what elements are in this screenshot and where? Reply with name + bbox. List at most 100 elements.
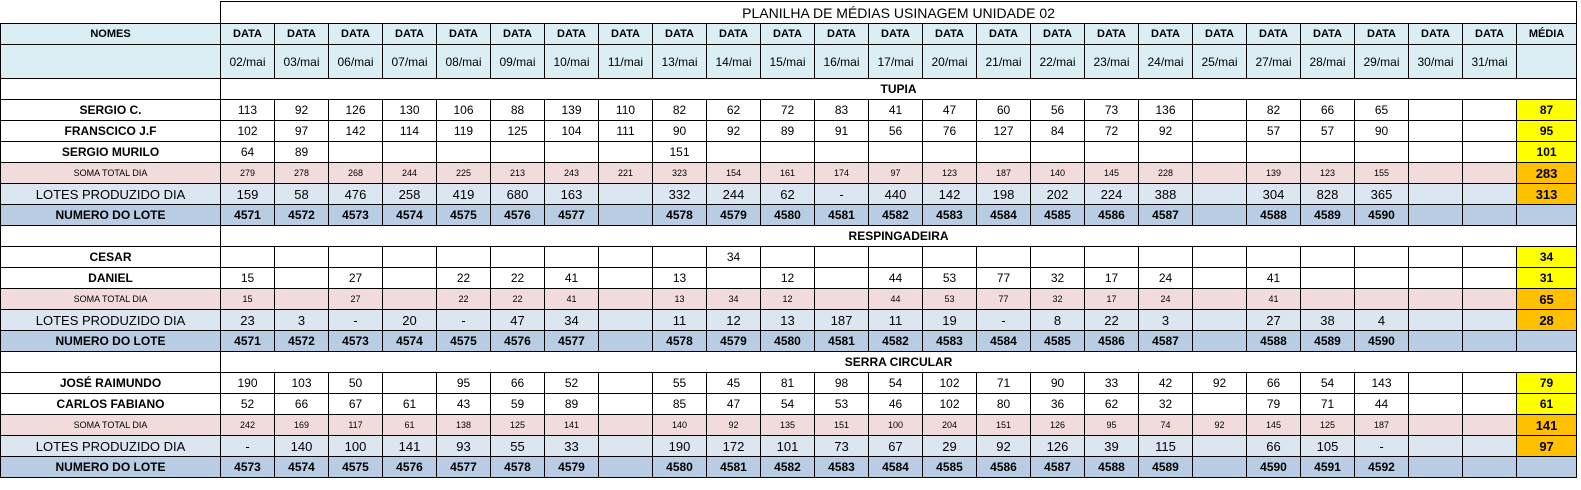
value-cell[interactable]: 125 [1300, 414, 1355, 436]
value-cell[interactable] [1462, 246, 1517, 268]
value-cell[interactable]: 4575 [436, 204, 491, 226]
names-header[interactable]: NOMES [0, 23, 221, 45]
value-cell[interactable] [1408, 435, 1463, 457]
value-cell[interactable]: 32 [1030, 288, 1085, 310]
value-cell[interactable]: 4585 [922, 456, 977, 478]
value-cell[interactable] [598, 435, 653, 457]
value-cell[interactable]: 13 [652, 288, 707, 310]
value-cell[interactable]: 41 [868, 99, 923, 121]
value-cell[interactable] [706, 267, 761, 289]
value-cell[interactable]: - [328, 309, 383, 331]
row-label[interactable]: SERGIO C. [0, 99, 221, 121]
value-cell[interactable]: 24 [1138, 288, 1193, 310]
value-cell[interactable]: 71 [976, 372, 1031, 394]
value-cell[interactable]: 55 [652, 372, 707, 394]
value-cell[interactable]: 4587 [1138, 330, 1193, 352]
value-cell[interactable]: 4587 [1138, 204, 1193, 226]
value-cell[interactable]: 198 [976, 183, 1031, 205]
value-cell[interactable]: 279 [220, 162, 275, 184]
value-cell[interactable]: 34 [706, 288, 761, 310]
value-cell[interactable] [1408, 456, 1463, 478]
value-cell[interactable]: 47 [490, 309, 545, 331]
data-header-cell[interactable]: DATA [1246, 23, 1301, 45]
value-cell[interactable] [868, 141, 923, 163]
value-cell[interactable] [760, 141, 815, 163]
value-cell[interactable] [814, 246, 869, 268]
value-cell[interactable]: 187 [1354, 414, 1409, 436]
value-cell[interactable]: 92 [706, 414, 761, 436]
value-cell[interactable]: 38 [1300, 309, 1355, 331]
value-cell[interactable]: 4589 [1138, 456, 1193, 478]
value-cell[interactable]: 130 [382, 99, 437, 121]
media-cell[interactable]: 34 [1515, 246, 1578, 268]
value-cell[interactable]: 74 [1138, 414, 1193, 436]
value-cell[interactable] [1192, 456, 1247, 478]
value-cell[interactable]: 66 [274, 393, 329, 415]
value-cell[interactable] [598, 183, 653, 205]
value-cell[interactable] [1462, 99, 1517, 121]
value-cell[interactable]: 278 [274, 162, 329, 184]
value-cell[interactable] [1354, 267, 1409, 289]
value-cell[interactable] [1354, 288, 1409, 310]
value-cell[interactable]: 23 [220, 309, 275, 331]
date-cell[interactable]: 25/mai [1192, 44, 1247, 79]
data-header-cell[interactable]: DATA [274, 23, 329, 45]
data-header-cell[interactable]: DATA [814, 23, 869, 45]
value-cell[interactable] [1408, 204, 1463, 226]
value-cell[interactable]: 53 [814, 393, 869, 415]
value-cell[interactable] [1138, 141, 1193, 163]
value-cell[interactable]: 4573 [220, 456, 275, 478]
value-cell[interactable]: 44 [1354, 393, 1409, 415]
value-cell[interactable]: 65 [1354, 99, 1409, 121]
value-cell[interactable]: 4582 [868, 330, 923, 352]
row-label[interactable]: CESAR [0, 246, 221, 268]
value-cell[interactable]: 3 [1138, 309, 1193, 331]
value-cell[interactable] [1408, 141, 1463, 163]
data-header-cell[interactable]: DATA [706, 23, 761, 45]
value-cell[interactable]: - [220, 435, 275, 457]
value-cell[interactable] [1246, 246, 1301, 268]
value-cell[interactable]: 72 [760, 99, 815, 121]
value-cell[interactable]: 89 [274, 141, 329, 163]
value-cell[interactable] [1462, 120, 1517, 142]
value-cell[interactable] [1192, 141, 1247, 163]
value-cell[interactable] [328, 246, 383, 268]
date-cell[interactable]: 02/mai [220, 44, 275, 79]
value-cell[interactable]: 4578 [652, 204, 707, 226]
value-cell[interactable] [1300, 141, 1355, 163]
value-cell[interactable]: 140 [1030, 162, 1085, 184]
data-header-cell[interactable]: DATA [922, 23, 977, 45]
value-cell[interactable] [598, 246, 653, 268]
data-header-cell[interactable]: DATA [436, 23, 491, 45]
value-cell[interactable]: 159 [220, 183, 275, 205]
value-cell[interactable] [1192, 393, 1247, 415]
value-cell[interactable]: 4588 [1246, 330, 1301, 352]
date-cell[interactable]: 23/mai [1084, 44, 1139, 79]
value-cell[interactable]: 204 [922, 414, 977, 436]
value-cell[interactable] [1408, 372, 1463, 394]
value-cell[interactable]: 117 [328, 414, 383, 436]
value-cell[interactable]: 202 [1030, 183, 1085, 205]
value-cell[interactable]: 24 [1138, 267, 1193, 289]
value-cell[interactable]: 85 [652, 393, 707, 415]
value-cell[interactable] [544, 141, 599, 163]
value-cell[interactable]: 97 [274, 120, 329, 142]
value-cell[interactable] [1192, 120, 1247, 142]
value-cell[interactable]: 64 [220, 141, 275, 163]
value-cell[interactable]: 4584 [976, 330, 1031, 352]
value-cell[interactable]: 4575 [328, 456, 383, 478]
date-cell[interactable]: 27/mai [1246, 44, 1301, 79]
value-cell[interactable]: 98 [814, 372, 869, 394]
value-cell[interactable]: 88 [490, 99, 545, 121]
value-cell[interactable]: 33 [544, 435, 599, 457]
value-cell[interactable] [1408, 183, 1463, 205]
data-header-cell[interactable]: DATA [1462, 23, 1517, 45]
value-cell[interactable]: 72 [1084, 120, 1139, 142]
value-cell[interactable] [1192, 309, 1247, 331]
value-cell[interactable] [1192, 99, 1247, 121]
value-cell[interactable]: 104 [544, 120, 599, 142]
date-cell[interactable]: 08/mai [436, 44, 491, 79]
value-cell[interactable]: 22 [490, 267, 545, 289]
value-cell[interactable] [1462, 288, 1517, 310]
row-label[interactable]: SOMA TOTAL DIA [0, 288, 221, 310]
